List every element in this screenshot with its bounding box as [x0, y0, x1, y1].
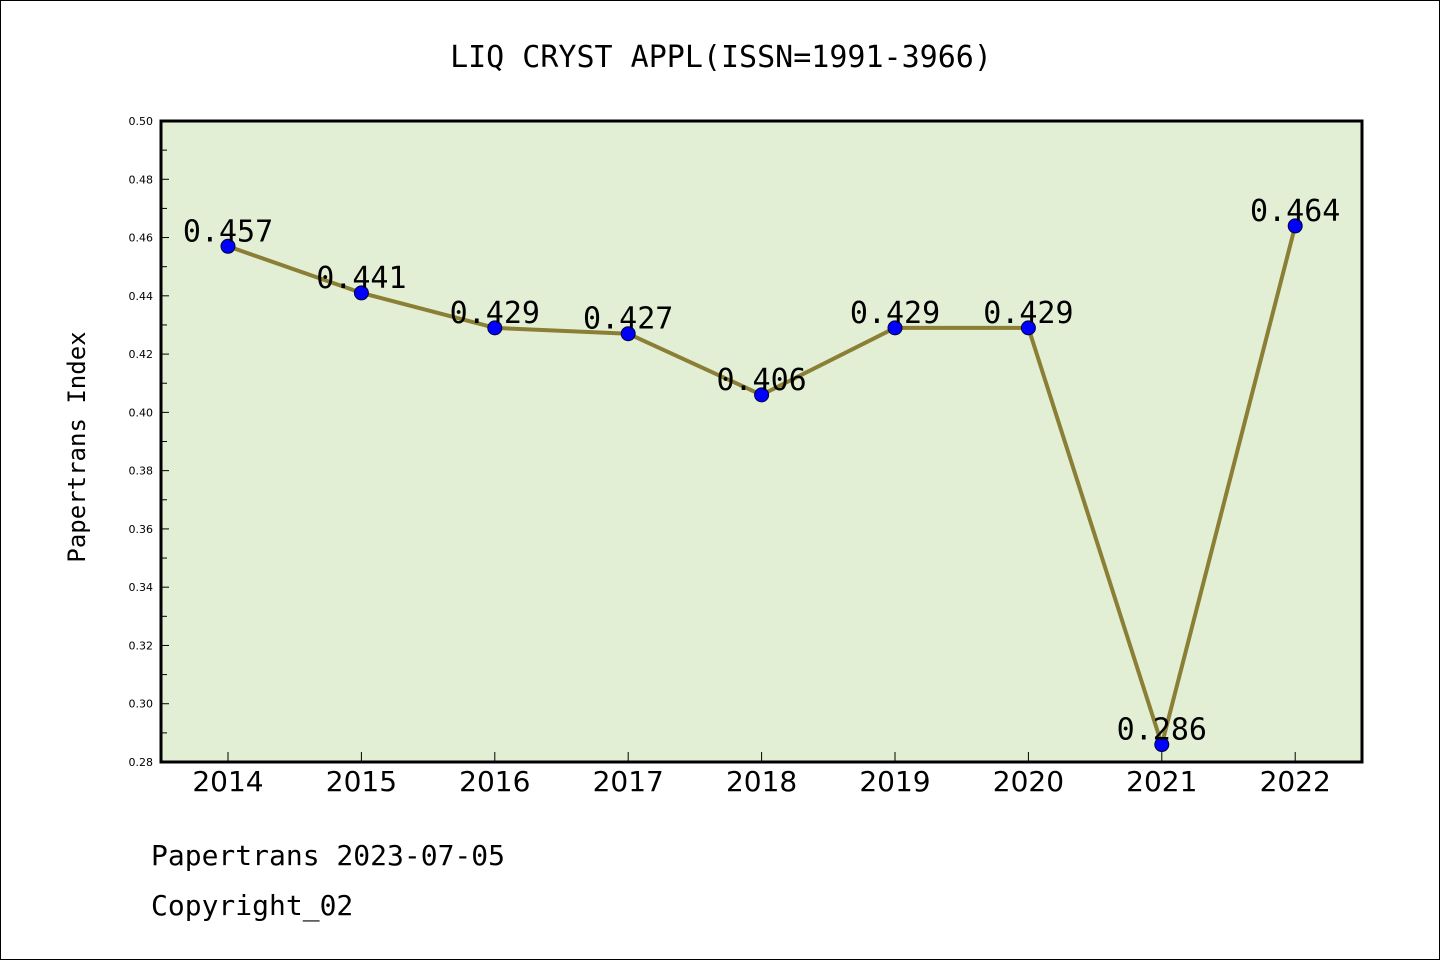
- data-point: [754, 387, 770, 403]
- y-tick-label: 0.28: [129, 756, 154, 769]
- y-tick-label: 0.34: [129, 581, 154, 594]
- x-tick-label: 2022: [1260, 765, 1331, 798]
- y-axis: 0.50 0.48 0.46 0.44 0.42 0.40 0.38 0.36 0.34 0.32…: [129, 115, 169, 769]
- x-tick-label: 2015: [326, 765, 397, 798]
- data-point: [220, 238, 236, 254]
- x-tick-label: 2014: [192, 765, 263, 798]
- y-tick-label: 0.42: [129, 348, 154, 361]
- series-markers: [220, 218, 1303, 753]
- data-label: 0.286: [1117, 713, 1207, 748]
- y-tick-label: 0.38: [129, 465, 154, 478]
- y-tick-label: 0.40: [129, 406, 154, 419]
- x-tick-label: 2017: [593, 765, 664, 798]
- data-label: 0.429: [983, 296, 1073, 331]
- y-tick-label: 0.32: [129, 639, 154, 652]
- x-tick-label: 2019: [859, 765, 930, 798]
- data-point: [353, 285, 369, 301]
- data-label: 0.457: [183, 214, 273, 249]
- data-point: [1020, 320, 1036, 336]
- y-tick-label: 0.46: [129, 232, 154, 245]
- data-label: 0.464: [1250, 194, 1340, 229]
- footer-copyright: Copyright_02: [151, 889, 353, 923]
- x-tick-label: 2021: [1126, 765, 1197, 798]
- plot-border: [159, 119, 1364, 764]
- data-label: 0.441: [316, 261, 406, 296]
- data-labels: 0.457 0.441 0.429 0.427 0.406 0.429 0.429 0.286…: [183, 194, 1341, 748]
- data-point: [1287, 218, 1303, 234]
- data-point: [487, 320, 503, 336]
- chart-title: LIQ CRYST APPL(ISSN=1991-3966): [450, 40, 992, 75]
- data-point: [1154, 737, 1170, 753]
- x-axis: 2014 2015 2016 2017 2018 2019 2020 2021 2022: [192, 752, 1331, 798]
- footer-date: Papertrans 2023-07-05: [151, 839, 505, 872]
- x-tick-label: 2020: [993, 765, 1064, 798]
- x-tick-label: 2016: [459, 765, 530, 798]
- data-point: [887, 320, 903, 336]
- y-tick-label: 0.50: [129, 115, 154, 128]
- y-tick-label: 0.36: [129, 523, 154, 536]
- plot-area: [161, 121, 1362, 762]
- data-label: 0.427: [583, 302, 673, 337]
- y-tick-label: 0.48: [129, 173, 154, 186]
- data-label: 0.429: [450, 296, 540, 331]
- y-axis-label: Papertrans Index: [63, 331, 91, 562]
- data-label: 0.406: [716, 363, 806, 398]
- data-point: [620, 326, 636, 342]
- y-tick-label: 0.44: [129, 290, 154, 303]
- data-label: 0.429: [850, 296, 940, 331]
- x-tick-label: 2018: [726, 765, 797, 798]
- y-tick-label: 0.30: [129, 698, 154, 711]
